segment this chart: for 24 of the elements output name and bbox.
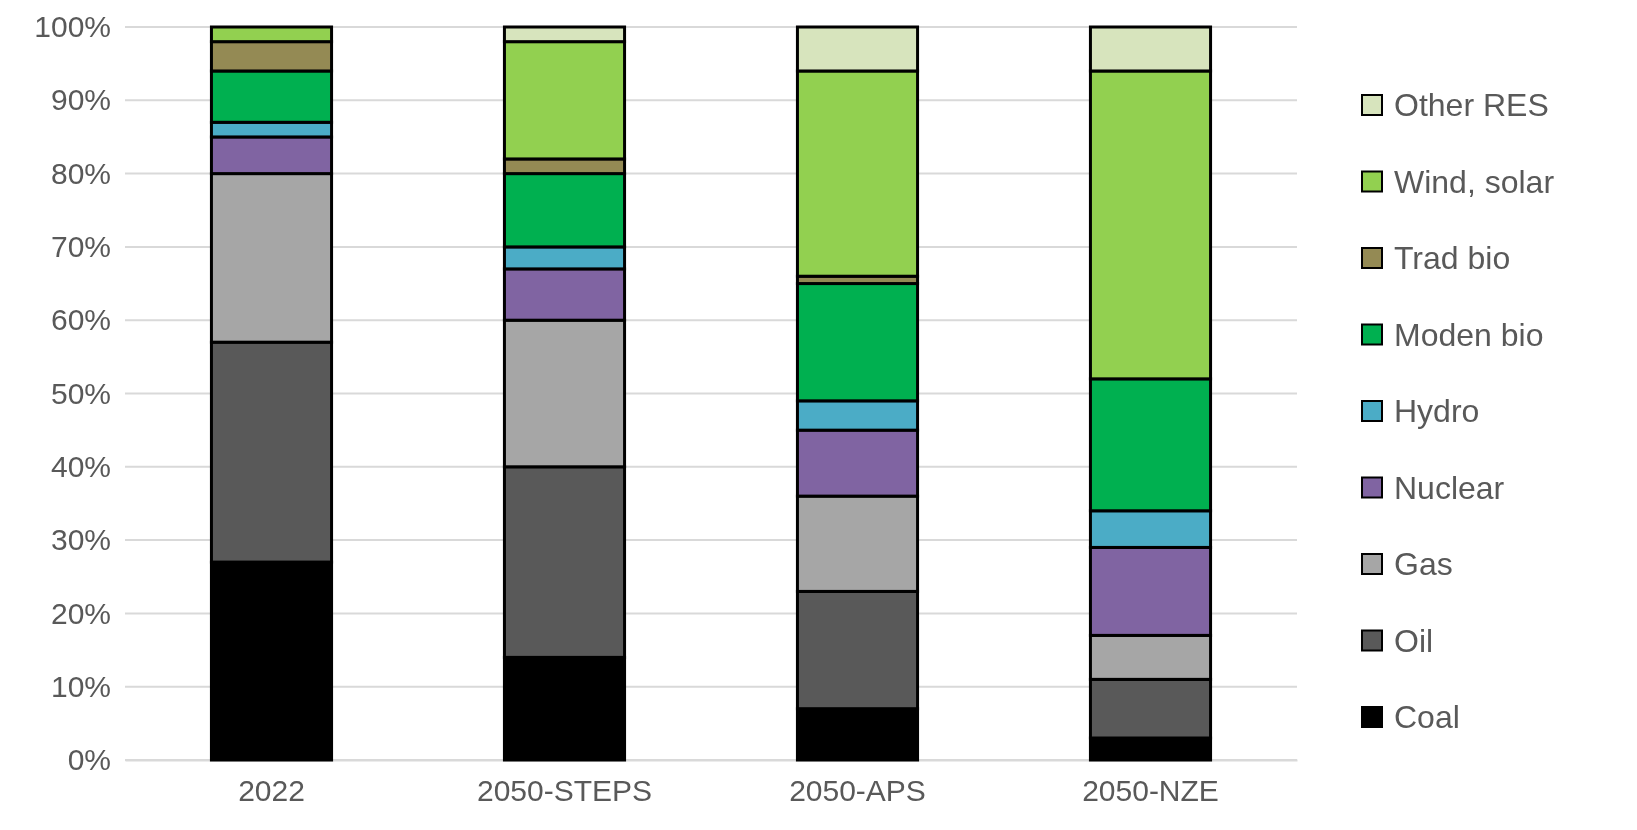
y-tick-label: 20% xyxy=(50,596,111,630)
y-tick-label: 90% xyxy=(50,83,111,117)
y-tick-label: 30% xyxy=(50,523,111,557)
y-tick-label: 70% xyxy=(50,230,111,263)
legend-label: Gas xyxy=(1394,546,1453,582)
legend-label: Moden bio xyxy=(1394,316,1544,353)
legend-label: Hydro xyxy=(1394,393,1480,429)
y-tick-label: 50% xyxy=(50,376,111,410)
x-tick-label: 2050-APS xyxy=(789,774,926,808)
legend-label: Oil xyxy=(1394,622,1434,659)
y-tick-label: 10% xyxy=(50,669,111,703)
y-tick-label: 0% xyxy=(67,743,111,777)
legend-label: Trad bio xyxy=(1394,240,1511,276)
legend-label: Other RES xyxy=(1394,87,1549,123)
legend-label: Nuclear xyxy=(1394,469,1505,506)
legend-label: Wind, solar xyxy=(1394,163,1555,200)
x-tick-label: 2022 xyxy=(238,774,305,808)
y-tick-label: 80% xyxy=(50,156,111,190)
legend-label: Coal xyxy=(1394,699,1460,735)
y-tick-label: 100% xyxy=(34,10,111,44)
y-tick-label: 60% xyxy=(50,303,111,337)
x-tick-label: 2050-STEPS xyxy=(476,774,653,808)
y-tick-label: 40% xyxy=(50,449,111,483)
x-tick-label: 2050-NZE xyxy=(1082,774,1219,808)
